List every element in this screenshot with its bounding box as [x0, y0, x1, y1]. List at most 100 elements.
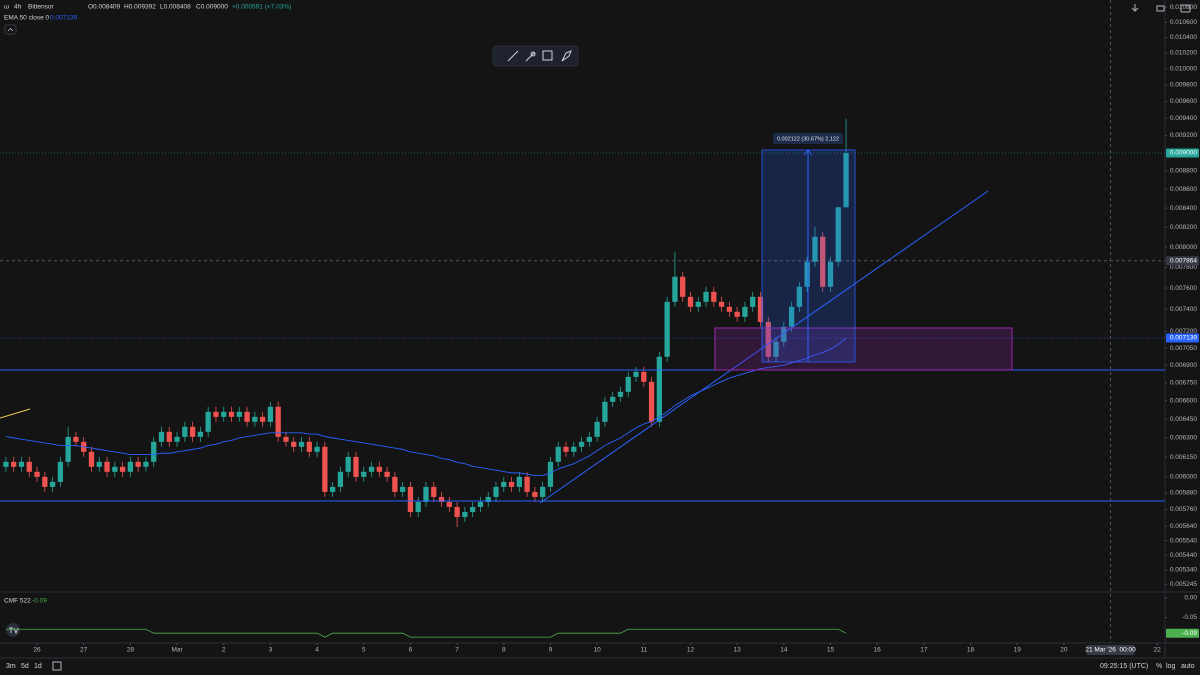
auto-toggle[interactable]: auto	[1181, 663, 1195, 670]
y-tick-label: 0.010800	[1170, 4, 1197, 11]
x-tick-label: 26	[33, 647, 41, 654]
y-tick-label: 0.006450	[1170, 416, 1197, 423]
lock-icon[interactable]	[1156, 5, 1165, 12]
candle-body	[26, 461, 32, 472]
candle-body	[228, 411, 235, 417]
candle-body	[648, 381, 655, 422]
tool-ray[interactable]	[525, 51, 536, 62]
trend-line[interactable]	[0, 408, 31, 419]
candle-body	[384, 471, 390, 477]
candle-body	[18, 461, 25, 467]
candle-body	[687, 296, 694, 307]
x-tick-label: 16	[874, 647, 882, 654]
candle-body	[532, 491, 538, 497]
candle-body	[236, 411, 242, 417]
candle-body	[205, 411, 211, 432]
candle-body	[726, 306, 733, 312]
drawing-toolbar	[492, 45, 579, 67]
y-tick-label: 0.008200	[1170, 224, 1197, 231]
y-tick-label: 0.007200	[1170, 328, 1197, 335]
candle-body	[135, 461, 141, 467]
candle-body	[664, 301, 670, 357]
collapse-button[interactable]	[4, 24, 17, 35]
price-marker-box	[1166, 148, 1199, 158]
candle-body	[11, 461, 17, 467]
y-tick-label: -0.05	[1182, 614, 1197, 621]
candle-body	[166, 431, 172, 442]
x-tick-label: 8	[502, 647, 506, 654]
y-tick-label: 0.007600	[1170, 285, 1197, 292]
candle-body	[438, 496, 445, 503]
candle-body	[337, 471, 344, 487]
candle-body	[213, 411, 219, 417]
range-button[interactable]: 3m	[6, 663, 16, 670]
candle-body	[555, 446, 561, 462]
ema-value: 0.007139	[50, 15, 77, 22]
x-tick-label: 18	[967, 647, 975, 654]
candle-body	[329, 486, 336, 492]
price-marker-label: 0.007139	[1170, 335, 1197, 342]
symbol: ω	[4, 4, 9, 11]
x-tick-label: 15	[827, 647, 835, 654]
x-tick-label: 7	[455, 647, 459, 654]
x-tick-label: 17	[920, 647, 928, 654]
symbol-title: Bittensor	[28, 4, 54, 11]
candle-body	[734, 311, 740, 317]
y-tick-label: 0.010400	[1170, 34, 1197, 41]
candle-body	[485, 496, 491, 503]
candle-body	[376, 466, 382, 472]
percent-toggle[interactable]: %	[1156, 663, 1162, 670]
candle-body	[625, 376, 631, 392]
candle-body	[462, 511, 468, 517]
x-tick-label: 19	[1014, 647, 1022, 654]
candle-body	[563, 446, 569, 452]
date-range-icon[interactable]	[52, 661, 62, 671]
candle-body	[42, 476, 48, 487]
y-tick-label: 0.005640	[1170, 523, 1197, 530]
log-toggle[interactable]: log	[1166, 663, 1175, 670]
scroll-icon[interactable]	[1131, 4, 1139, 12]
price-marker-box	[1166, 333, 1199, 343]
tool-trendline[interactable]	[507, 50, 519, 62]
settings-icon[interactable]	[1180, 4, 1191, 13]
candle-body	[602, 401, 608, 422]
candle-body	[49, 481, 56, 487]
trend-line[interactable]	[539, 190, 989, 504]
tool-brush[interactable]	[561, 50, 572, 62]
candle-body	[275, 406, 281, 437]
crosshair-x-box	[1086, 645, 1135, 655]
cmf-marker-box	[1166, 628, 1199, 638]
candle-body	[407, 486, 414, 512]
range-button[interactable]: 1d	[34, 663, 42, 670]
candle-body	[804, 261, 810, 287]
y-tick-label: 0.005245	[1170, 581, 1197, 588]
candle-body	[703, 291, 709, 302]
candle-body	[656, 356, 663, 422]
x-tick-label: 28	[127, 647, 135, 654]
y-tick-label: 0.008600	[1170, 186, 1197, 193]
candle-body	[718, 301, 725, 307]
x-tick-label: 5	[362, 647, 366, 654]
range-button[interactable]: 5d	[21, 663, 29, 670]
candle-body	[827, 261, 834, 287]
candle-body	[104, 461, 110, 472]
candle-body	[158, 431, 165, 442]
candle-body	[524, 476, 530, 492]
candle-body	[765, 321, 771, 357]
candle-body	[345, 456, 351, 472]
candle-body	[695, 301, 701, 307]
candle-body	[73, 436, 79, 442]
y-tick-label: 0.00	[1184, 595, 1197, 602]
x-tick-label: 6	[409, 647, 413, 654]
rectangle[interactable]	[714, 327, 1013, 371]
candle-body	[641, 371, 647, 382]
candle-body	[252, 416, 258, 422]
x-tick-label: 20	[1060, 647, 1068, 654]
y-tick-label: 0.008400	[1170, 205, 1197, 212]
y-tick-label: 0.006900	[1170, 362, 1197, 369]
measure-label-box	[773, 133, 843, 144]
cmf-value: -0.09	[32, 598, 47, 605]
tool-rectangle[interactable]	[542, 50, 553, 61]
candle-body	[446, 502, 452, 507]
